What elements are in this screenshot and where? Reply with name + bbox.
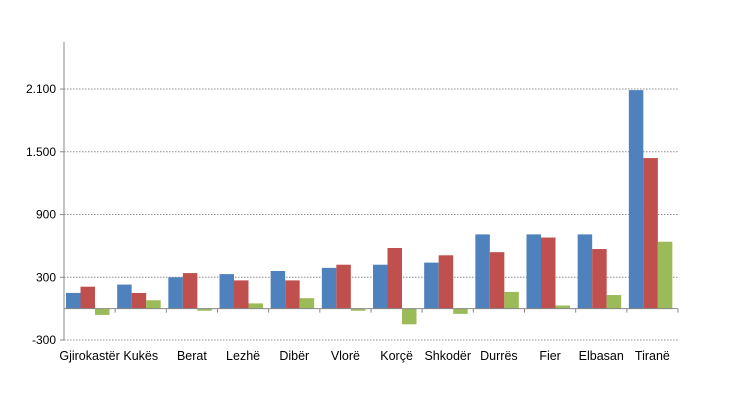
bar <box>117 284 132 309</box>
bar <box>168 277 183 309</box>
x-tick-label: Tiranë <box>635 349 670 363</box>
bar <box>657 241 673 309</box>
x-tick-label: Lezhë <box>226 349 260 363</box>
bar <box>336 264 351 309</box>
bar <box>592 249 607 309</box>
bar <box>350 308 366 311</box>
y-tick-label: 2.100 <box>26 82 56 96</box>
x-tick-label: Fier <box>539 349 561 363</box>
x-tick-label: Korçë <box>380 349 413 363</box>
labels: -300 300 900 1.500 2.100 Gjirokastër Kukës Bera… <box>26 82 670 363</box>
bar <box>270 270 286 309</box>
x-tick-label: Shkodër <box>424 349 471 363</box>
bar <box>219 274 234 309</box>
bar <box>248 303 263 309</box>
y-tick-label: 900 <box>36 208 56 222</box>
bar <box>80 286 95 309</box>
bar <box>66 292 81 309</box>
gridlines <box>64 88 678 341</box>
x-tick-label: Vlorë <box>331 349 360 363</box>
bar <box>453 308 468 314</box>
bar <box>182 273 198 309</box>
bar <box>577 234 593 309</box>
x-tick-label: Kukës <box>123 349 158 363</box>
bar <box>643 158 658 309</box>
bar <box>146 300 161 309</box>
bar <box>285 280 300 309</box>
bar <box>387 247 402 309</box>
bar <box>555 305 570 309</box>
bar <box>489 252 505 309</box>
bar <box>131 292 147 309</box>
bar <box>606 295 622 309</box>
bar <box>541 237 556 309</box>
x-tick-label: Durrës <box>480 349 518 363</box>
bar <box>402 308 417 325</box>
y-tick-label: 1.500 <box>26 145 56 159</box>
bar <box>628 90 644 309</box>
bar <box>234 280 249 309</box>
axes <box>60 42 679 341</box>
bar <box>424 262 439 309</box>
bar <box>95 308 110 315</box>
y-tick-label: 300 <box>36 270 56 284</box>
bar <box>321 267 337 309</box>
bar <box>197 308 212 311</box>
bar <box>299 298 315 309</box>
x-tick-label: Elbasan <box>579 349 624 363</box>
y-tick-label: -300 <box>32 333 56 347</box>
x-tick-label: Berat <box>177 349 207 363</box>
bar <box>475 234 490 309</box>
bar <box>373 264 388 309</box>
bar <box>438 255 454 309</box>
x-tick-label: Dibër <box>279 349 309 363</box>
bars <box>66 90 673 325</box>
bar <box>504 291 519 309</box>
bar <box>526 234 541 309</box>
x-tick-label: Gjirokastër <box>59 349 119 363</box>
